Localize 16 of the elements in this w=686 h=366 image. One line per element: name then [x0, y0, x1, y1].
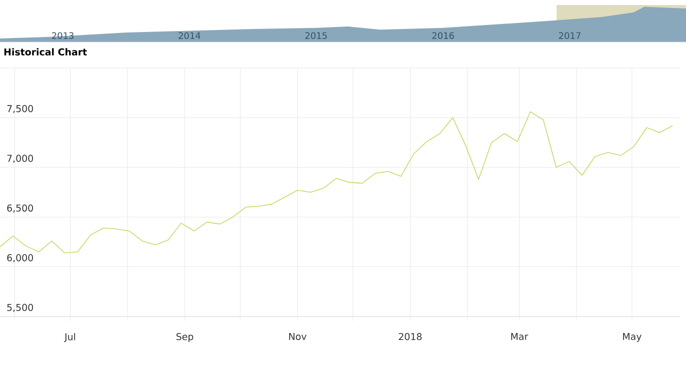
- y-tick-label: 7,000: [7, 154, 33, 163]
- y-tick-label: 7,500: [7, 105, 33, 114]
- x-tick-label: 2014: [178, 32, 200, 39]
- x-tick-label: 2016: [432, 32, 454, 39]
- x-tick-label: Nov: [289, 333, 306, 340]
- x-tick-label: 2018: [398, 333, 422, 340]
- y-tick-label: 6,500: [7, 204, 33, 213]
- chart-title: Historical Chart: [4, 48, 87, 56]
- y-tick-label: 6,000: [7, 254, 33, 262]
- y-tick-label: 5,500: [7, 304, 33, 312]
- x-tick-label: Mar: [511, 333, 528, 340]
- x-tick-label: 2015: [305, 32, 327, 39]
- x-tick-label: Sep: [176, 333, 194, 342]
- x-tick-label: 2017: [559, 32, 580, 39]
- x-tick-label: Jul: [64, 333, 76, 342]
- x-tick-label: May: [623, 333, 642, 342]
